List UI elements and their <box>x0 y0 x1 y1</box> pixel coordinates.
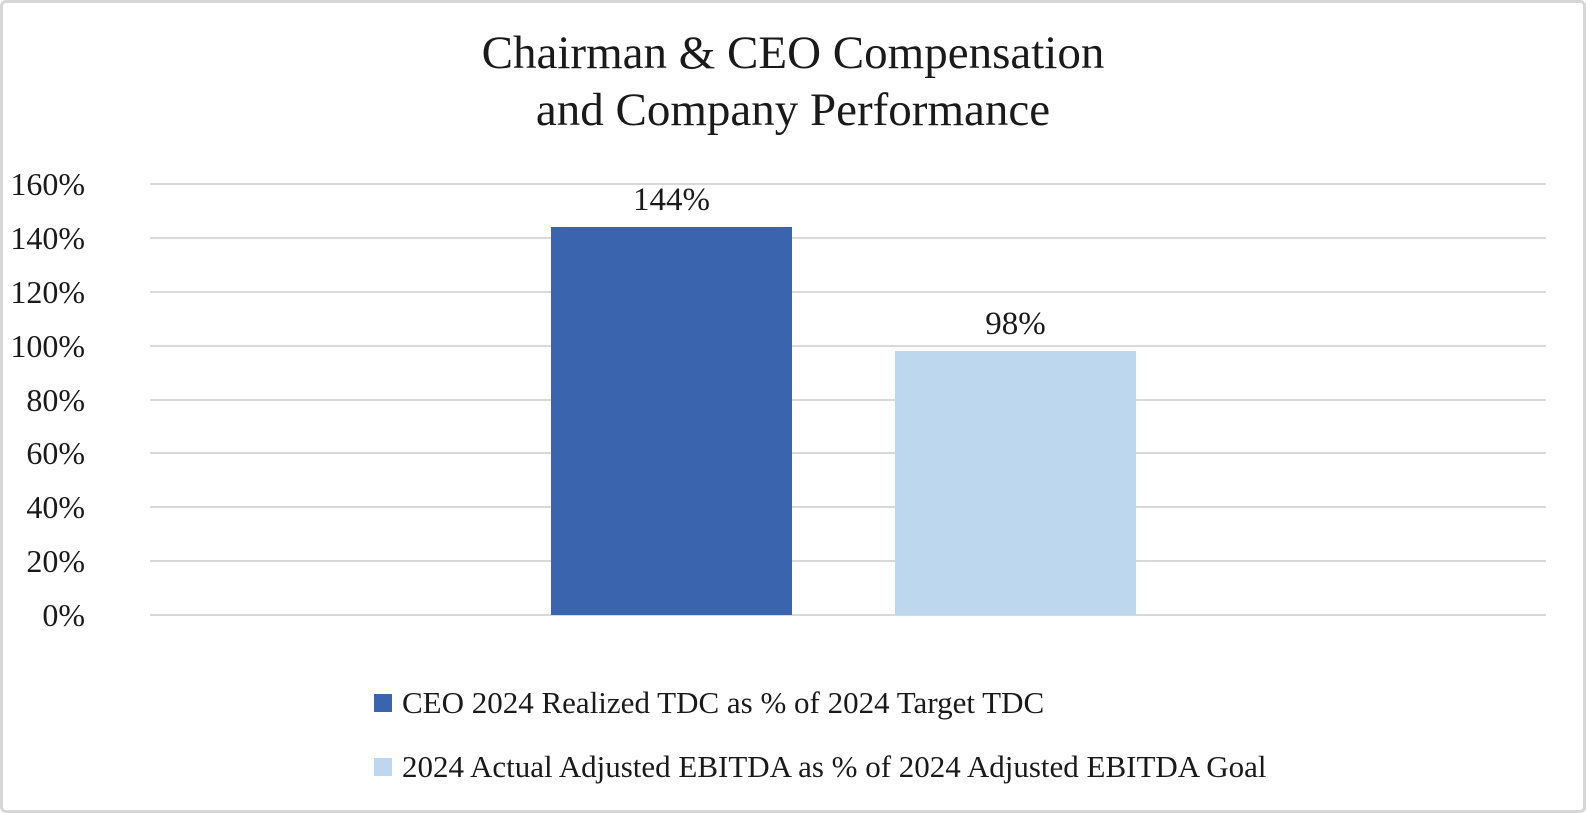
y-axis-tick-label: 80% <box>26 381 85 418</box>
y-axis-tick-label: 140% <box>10 219 85 256</box>
y-axis-tick-label: 160% <box>10 166 85 202</box>
legend-item-1: CEO 2024 Realized TDC as % of 2024 Targe… <box>374 681 1266 725</box>
y-axis-tick-label: 120% <box>10 273 85 310</box>
gridline <box>150 344 1546 347</box>
y-axis-tick-label: 0% <box>42 597 85 633</box>
gridline <box>150 452 1546 455</box>
chart-legend: CEO 2024 Realized TDC as % of 2024 Targe… <box>374 681 1266 809</box>
y-axis-tick-label: 100% <box>10 327 85 364</box>
legend-label: 2024 Actual Adjusted EBITDA as % of 2024… <box>402 749 1267 784</box>
y-axis-tick-label: 40% <box>26 489 85 526</box>
gridline <box>150 290 1546 293</box>
gridline <box>150 183 1546 185</box>
gridline <box>150 560 1546 563</box>
gridline <box>150 506 1546 509</box>
legend-item-2: 2024 Actual Adjusted EBITDA as % of 2024… <box>374 745 1266 789</box>
y-axis-tick-label: 20% <box>26 543 85 580</box>
chart-title-line2: and Company Performance <box>535 84 1051 136</box>
gridline <box>150 236 1546 239</box>
bar-value-label: 144% <box>633 182 710 218</box>
y-axis-tick-label: 60% <box>26 435 85 472</box>
chart-title: Chairman & CEO Compensation and Company P… <box>3 25 1583 139</box>
bar-series-2 <box>895 351 1136 615</box>
bar-series-1 <box>551 227 792 615</box>
legend-swatch-icon <box>374 758 392 776</box>
legend-swatch-icon <box>374 694 392 712</box>
gridline <box>150 614 1546 616</box>
chart-title-line1: Chairman & CEO Compensation <box>481 27 1105 79</box>
bar-value-label: 98% <box>985 306 1046 342</box>
legend-label: CEO 2024 Realized TDC as % of 2024 Targe… <box>402 685 1045 720</box>
gridline <box>150 398 1546 401</box>
plot-area: 0% 20% 40% 60% 80% 100% 120% 140% 160% 144% 98% <box>10 168 1546 631</box>
